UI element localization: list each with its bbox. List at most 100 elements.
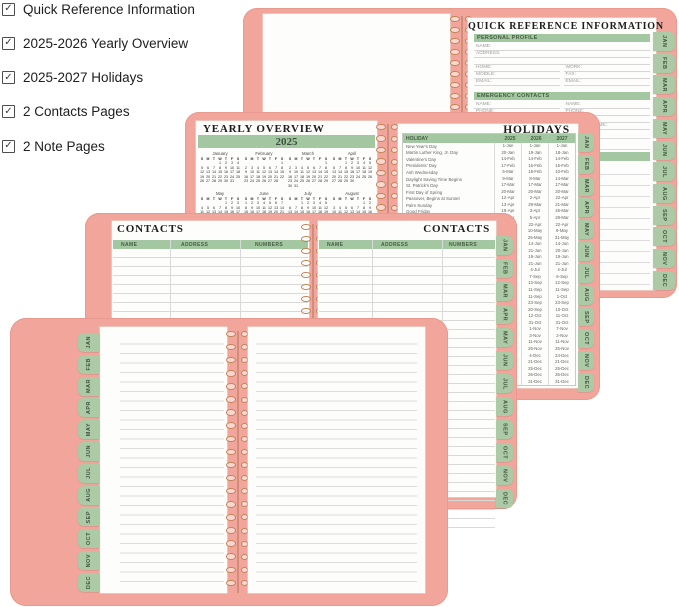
holiday-date: 14-Feb — [521, 156, 548, 163]
holiday-date: 25-Dec — [548, 365, 575, 373]
day-number: 13 — [331, 170, 337, 175]
tab-oct: OCT — [78, 529, 100, 549]
weekday-letter: T — [356, 197, 360, 201]
day-number: 7 — [218, 205, 222, 210]
weekday-letter: S — [244, 197, 248, 201]
day-number: 3 — [236, 201, 240, 205]
holiday-date: 1-Nov — [521, 326, 548, 333]
day-number: 17 — [355, 170, 361, 175]
weekday-letter: M — [206, 157, 210, 161]
weekday-letter: W — [218, 197, 222, 201]
day-number: 9 — [288, 170, 292, 175]
year-bar: 2025 — [198, 135, 375, 148]
day-number: 20 — [205, 174, 211, 179]
holiday-date: 20-Jun — [548, 247, 575, 255]
day-number: 10 — [293, 170, 299, 175]
day-number: 25 — [255, 179, 261, 184]
yearly-overview-title: YEARLY OVERVIEW — [203, 123, 325, 135]
day-number: 27 — [267, 179, 273, 184]
weekday-letter: T — [312, 157, 316, 161]
weekday-letter: S — [368, 157, 372, 161]
contacts-title: CONTACTS — [117, 223, 184, 235]
day-number: 11 — [362, 165, 366, 170]
day-number: 10 — [255, 205, 261, 210]
day-number: 29 — [323, 179, 329, 184]
holiday-date: 10-May — [521, 228, 548, 235]
holiday-date: 12-Apr — [494, 195, 521, 202]
day-number: 30 — [223, 179, 229, 184]
holiday-row: Valentine's Day 14-Feb 14-Feb 14-Feb — [403, 156, 575, 163]
tab-label: JUN — [501, 354, 508, 367]
day-number: 7 — [338, 165, 342, 170]
day-number: 18 — [299, 174, 305, 179]
day-number: 1 — [300, 201, 304, 205]
holiday-name: New Year's Day — [406, 143, 437, 149]
day-number: 28 — [211, 179, 217, 184]
day-number: 28 — [317, 179, 323, 184]
checklist-item: ✓ 2 Contacts Pages — [2, 103, 130, 121]
month-name: June — [259, 191, 269, 196]
contacts-empty-row — [319, 267, 495, 276]
day-number: 2 — [250, 201, 254, 205]
holiday-date: 10-Feb — [548, 169, 575, 176]
day-number: 26 — [199, 179, 205, 184]
day-number: 20 — [273, 210, 279, 215]
mini-calendar-april: April S M T W T F S 1 2 3 4 5 6 7 8 9 10 11 12 13 14 15 16 17 18 1… — [331, 151, 373, 184]
day-number: 4 — [300, 165, 304, 170]
holiday-name: Palm Sunday — [406, 202, 433, 208]
day-number: 28 — [273, 179, 279, 184]
column-divider — [170, 240, 171, 353]
contacts-column-header: ADDRESS — [381, 241, 409, 248]
day-number: 15 — [323, 170, 329, 175]
day-number: 24 — [355, 174, 361, 179]
weekday-letter: M — [250, 197, 254, 201]
day-number: 7 — [318, 165, 322, 170]
tab-label: MAR — [583, 179, 589, 194]
tab-nov: NOV — [578, 351, 594, 370]
holiday-date: 7-Nov — [548, 326, 575, 333]
day-number: 5 — [368, 161, 372, 165]
weekday-letter: W — [218, 157, 222, 161]
day-number: 3 — [294, 165, 298, 170]
holiday-date: 26-Dec — [548, 372, 575, 379]
holiday-date: 4-Jul — [521, 267, 548, 274]
tab-apr: APR — [78, 398, 100, 418]
holiday-date: 14-Feb — [548, 156, 575, 163]
holiday-date: 4-Jul — [548, 267, 575, 274]
tab-label: NOV — [583, 353, 589, 368]
weekday-letter: S — [368, 197, 372, 201]
field-row: ADDRESS: — [474, 51, 650, 58]
day-number: 17 — [249, 174, 255, 179]
quick-reference-title: QUICK REFERENCE INFORMATION — [468, 21, 664, 32]
holiday-date: 14-Mar — [548, 175, 575, 183]
day-number: 22 — [343, 174, 349, 179]
tab-label: APR — [86, 401, 92, 415]
tab-label: JUL — [661, 165, 667, 178]
month-name: January — [212, 151, 228, 156]
day-number: 1 — [244, 201, 248, 205]
holiday-date: 23-Sep — [548, 300, 575, 307]
holiday-date: 8-Mar — [521, 175, 548, 183]
contacts-empty-row — [319, 276, 495, 285]
weekday-letter: F — [230, 157, 234, 161]
tab-label: DEC — [661, 273, 667, 287]
tab-label: MAR — [661, 77, 667, 92]
tab-aug: AUG — [496, 397, 513, 416]
checkbox-checked-icon: ✓ — [2, 71, 15, 85]
day-number: 8 — [224, 205, 228, 210]
day-number: 3 — [332, 205, 336, 210]
day-number: 2 — [224, 161, 228, 165]
binding-coil — [226, 501, 248, 508]
holiday-date: 20-Mar — [494, 188, 521, 196]
holiday-date: 21-Dec — [521, 359, 548, 366]
day-number: 30 — [287, 183, 293, 188]
day-number: 16 — [223, 170, 229, 175]
day-number: 4 — [262, 201, 266, 205]
weekday-letter: T — [212, 197, 216, 201]
day-number: 1 — [280, 161, 284, 165]
weekday-letter: S — [200, 197, 204, 201]
day-number: 15 — [299, 210, 305, 215]
checklist-item: ✓ Quick Reference Information — [2, 0, 195, 18]
